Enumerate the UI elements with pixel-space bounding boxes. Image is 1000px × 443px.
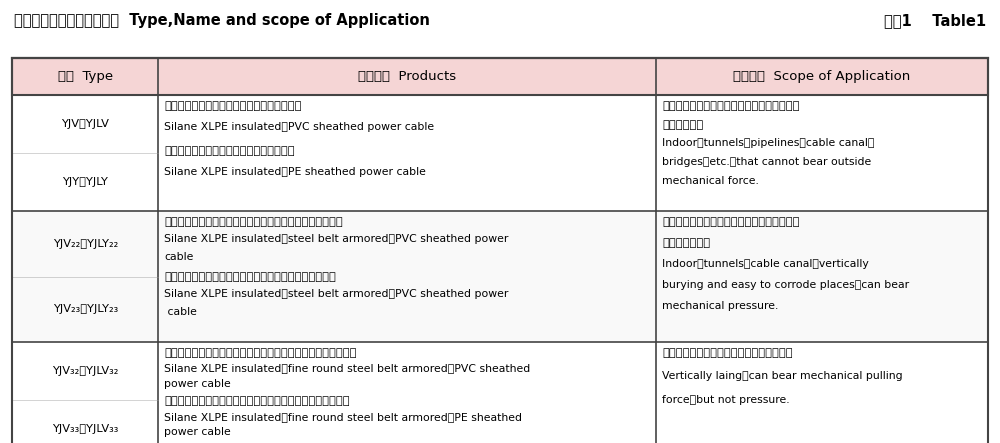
Text: Silane XLPE insulated，fine round steel belt armored，PVC sheathed: Silane XLPE insulated，fine round steel b… — [164, 363, 531, 373]
Text: Silane XLPE insulated，steel belt armored，PVC sheathed power: Silane XLPE insulated，steel belt armored… — [164, 289, 509, 299]
Text: 垂直敏设，可承受机械拉力但不承受压力。: 垂直敏设，可承受机械拉力但不承受压力。 — [662, 348, 793, 358]
Text: 室内、隘道、电缆沟、直埋及易腐蚀场合、能: 室内、隘道、电缆沟、直埋及易腐蚀场合、能 — [662, 217, 800, 227]
Text: bridges，etc.，that cannot bear outside: bridges，etc.，that cannot bear outside — [662, 157, 871, 167]
Text: 型号  Type: 型号 Type — [58, 70, 113, 83]
Text: Silane XLPE insulated，steel belt armored，PVC sheathed power: Silane XLPE insulated，steel belt armored… — [164, 234, 509, 245]
Text: YJV₃₂、YJLV₃₂: YJV₃₂、YJLV₃₂ — [52, 366, 118, 376]
Text: 如表1    Table1: 如表1 Table1 — [884, 13, 986, 28]
Text: 硅烷交联聚乙烯络缘，细圆鈢丝铺装，聚乙烯护套电力电缆。: 硅烷交联聚乙烯络缘，细圆鈢丝铺装，聚乙烯护套电力电缆。 — [164, 396, 350, 407]
Bar — [12, 211, 988, 342]
Text: YJV₂₃、YJLY₂₃: YJV₂₃、YJLY₂₃ — [53, 304, 118, 315]
Text: power cable: power cable — [164, 379, 231, 389]
Text: 硅烷交联聚乙烯络缘，鈢带铺装，聚乙烯护套电力电缆。: 硅烷交联聚乙烯络缘，鈢带铺装，聚乙烯护套电力电缆。 — [164, 272, 336, 282]
Text: 适用范围  Scope of Application: 适用范围 Scope of Application — [733, 70, 911, 83]
Text: 产品名称  Products: 产品名称 Products — [358, 70, 456, 83]
Text: YJV₂₂、YJLY₂₂: YJV₂₂、YJLY₂₂ — [53, 239, 118, 249]
Text: force，but not pressure.: force，but not pressure. — [662, 395, 790, 405]
Text: 四、型号、名称及适用范围  Type,Name and scope of Application: 四、型号、名称及适用范围 Type,Name and scope of Appl… — [14, 13, 430, 28]
Text: burying and easy to corrode places，can bear: burying and easy to corrode places，can b… — [662, 280, 909, 290]
Text: YJV₃₃、YJLV₃₃: YJV₃₃、YJLV₃₃ — [52, 424, 118, 434]
Bar — [12, 58, 988, 95]
Text: Silane XLPE insulated，PE sheathed power cable: Silane XLPE insulated，PE sheathed power … — [164, 167, 426, 178]
Text: Indoor，tunnels，pipelines，cable canal，: Indoor，tunnels，pipelines，cable canal， — [662, 139, 874, 148]
Text: mechanical pressure.: mechanical pressure. — [662, 301, 778, 311]
Text: 硅烷交联聚乙烯络缘，鈢带铺装，聚氯乙烯护套电力电缆。: 硅烷交联聚乙烯络缘，鈢带铺装，聚氯乙烯护套电力电缆。 — [164, 217, 343, 227]
Text: 承受机械外力。: 承受机械外力。 — [662, 238, 710, 248]
Text: 硅烷交联聚乙烯络缘，聚乙烯护套电力电缆: 硅烷交联聚乙烯络缘，聚乙烯护套电力电缆 — [164, 146, 295, 156]
Text: Indoor，tunnels，cable canal，vertically: Indoor，tunnels，cable canal，vertically — [662, 259, 869, 269]
Text: 硅烷交联聚乙烯络缘，聚氯乙烯护套电力电缆: 硅烷交联聚乙烯络缘，聚氯乙烯护套电力电缆 — [164, 101, 302, 111]
Text: power cable: power cable — [164, 427, 231, 437]
Text: YJY、YJLY: YJY、YJLY — [62, 177, 108, 187]
Text: 室内、隘道、管道、电缆沟、桥架等，不能承: 室内、隘道、管道、电缆沟、桥架等，不能承 — [662, 101, 800, 111]
Text: Silane XLPE insulated，fine round steel belt armored，PE sheathed: Silane XLPE insulated，fine round steel b… — [164, 412, 522, 422]
Text: 硅烷交联聚乙烯络缘，细圆鈢丝铺装，聚氯乙烯护套电力电缆。: 硅烷交联聚乙烯络缘，细圆鈢丝铺装，聚氯乙烯护套电力电缆。 — [164, 348, 357, 358]
Text: mechanical force.: mechanical force. — [662, 176, 759, 186]
Text: cable: cable — [164, 252, 194, 262]
Text: Silane XLPE insulated，PVC sheathed power cable: Silane XLPE insulated，PVC sheathed power… — [164, 122, 434, 132]
Text: 受机械外力。: 受机械外力。 — [662, 120, 703, 130]
Text: Vertically laing，can bear mechanical pulling: Vertically laing，can bear mechanical pul… — [662, 371, 903, 381]
Text: YJV、YJLV: YJV、YJLV — [61, 119, 109, 129]
Text: cable: cable — [164, 307, 197, 317]
Bar — [12, 95, 988, 211]
Bar — [12, 342, 988, 443]
